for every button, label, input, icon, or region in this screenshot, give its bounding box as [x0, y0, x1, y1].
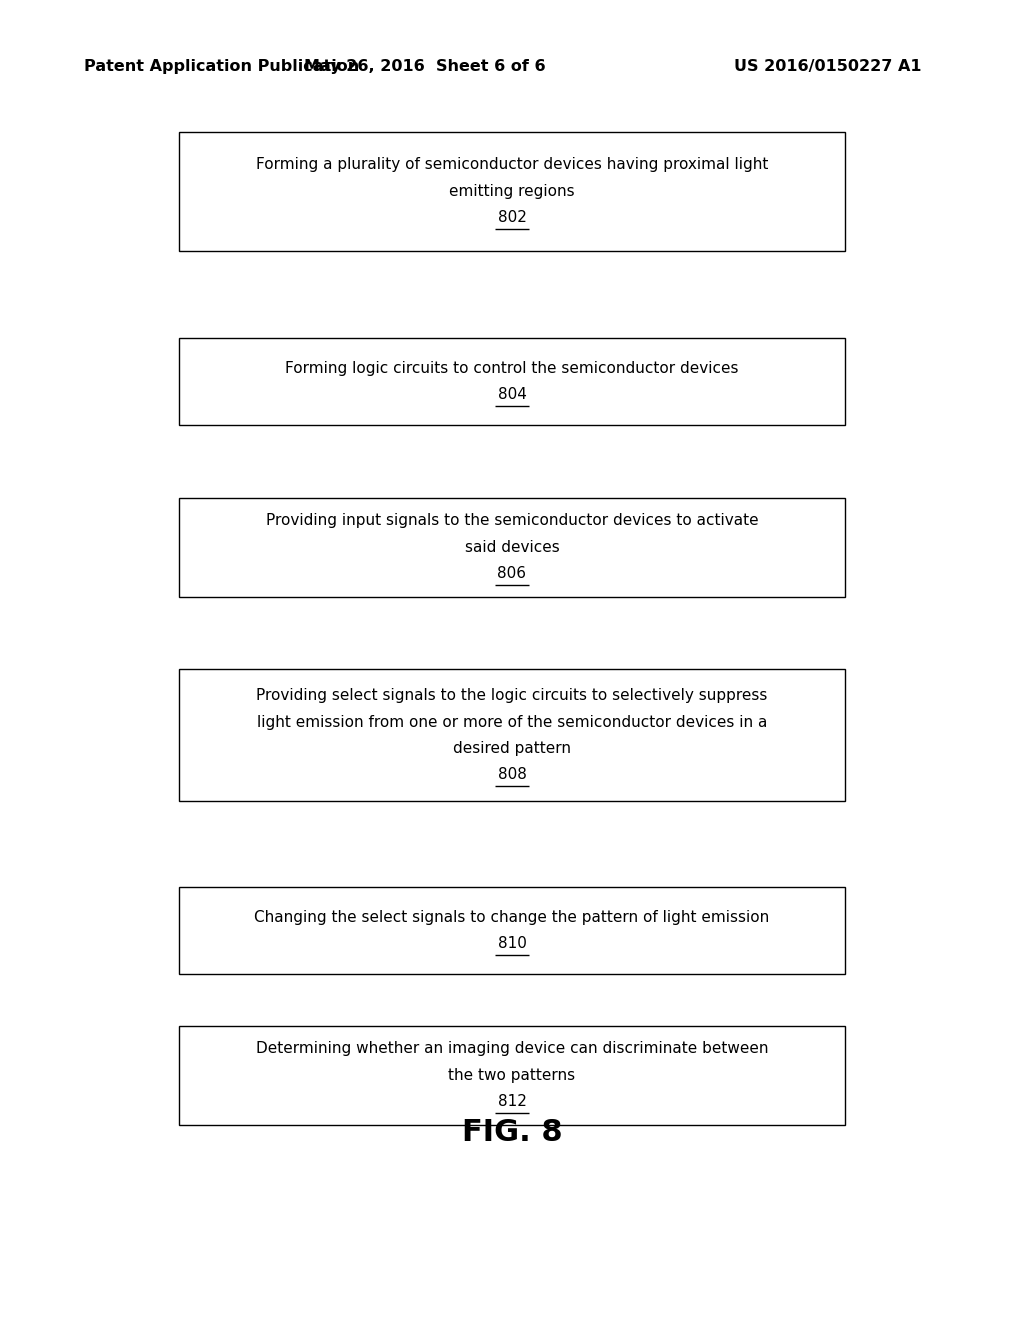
Text: US 2016/0150227 A1: US 2016/0150227 A1 [734, 59, 922, 74]
Bar [179, 338, 845, 425]
Text: Patent Application Publication: Patent Application Publication [84, 59, 359, 74]
Bar [179, 1026, 845, 1125]
Text: 810: 810 [498, 936, 526, 952]
Text: 808: 808 [498, 767, 526, 783]
Text: said devices: said devices [465, 540, 559, 554]
Bar [179, 887, 845, 974]
Text: 804: 804 [498, 387, 526, 403]
Text: the two patterns: the two patterns [449, 1068, 575, 1082]
Text: FIG. 8: FIG. 8 [462, 1118, 562, 1147]
Text: desired pattern: desired pattern [453, 741, 571, 756]
Text: emitting regions: emitting regions [450, 183, 574, 199]
Text: Determining whether an imaging device can discriminate between: Determining whether an imaging device ca… [256, 1041, 768, 1056]
Text: light emission from one or more of the semiconductor devices in a: light emission from one or more of the s… [257, 714, 767, 730]
Text: 802: 802 [498, 210, 526, 226]
Text: 812: 812 [498, 1094, 526, 1109]
Text: Providing input signals to the semiconductor devices to activate: Providing input signals to the semicondu… [265, 513, 759, 528]
Text: Providing select signals to the logic circuits to selectively suppress: Providing select signals to the logic ci… [256, 688, 768, 704]
Text: Forming a plurality of semiconductor devices having proximal light: Forming a plurality of semiconductor dev… [256, 157, 768, 173]
Text: Changing the select signals to change the pattern of light emission: Changing the select signals to change th… [254, 909, 770, 925]
Text: May 26, 2016  Sheet 6 of 6: May 26, 2016 Sheet 6 of 6 [304, 59, 546, 74]
Bar [179, 132, 845, 251]
Text: Forming logic circuits to control the semiconductor devices: Forming logic circuits to control the se… [286, 360, 738, 376]
Bar [179, 669, 845, 801]
Bar [179, 498, 845, 597]
Text: 806: 806 [498, 566, 526, 581]
